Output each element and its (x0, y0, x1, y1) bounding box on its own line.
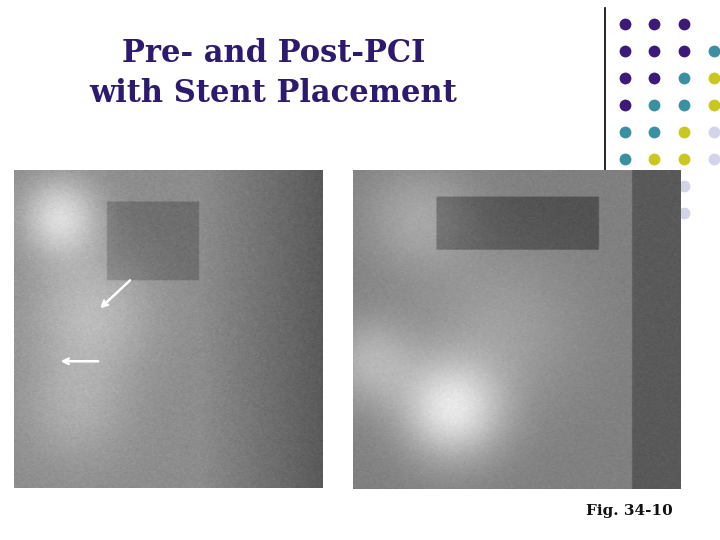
Text: Fig. 34-10: Fig. 34-10 (587, 504, 673, 518)
Text: Pre- and Post-PCI
with Stent Placement: Pre- and Post-PCI with Stent Placement (90, 38, 457, 110)
